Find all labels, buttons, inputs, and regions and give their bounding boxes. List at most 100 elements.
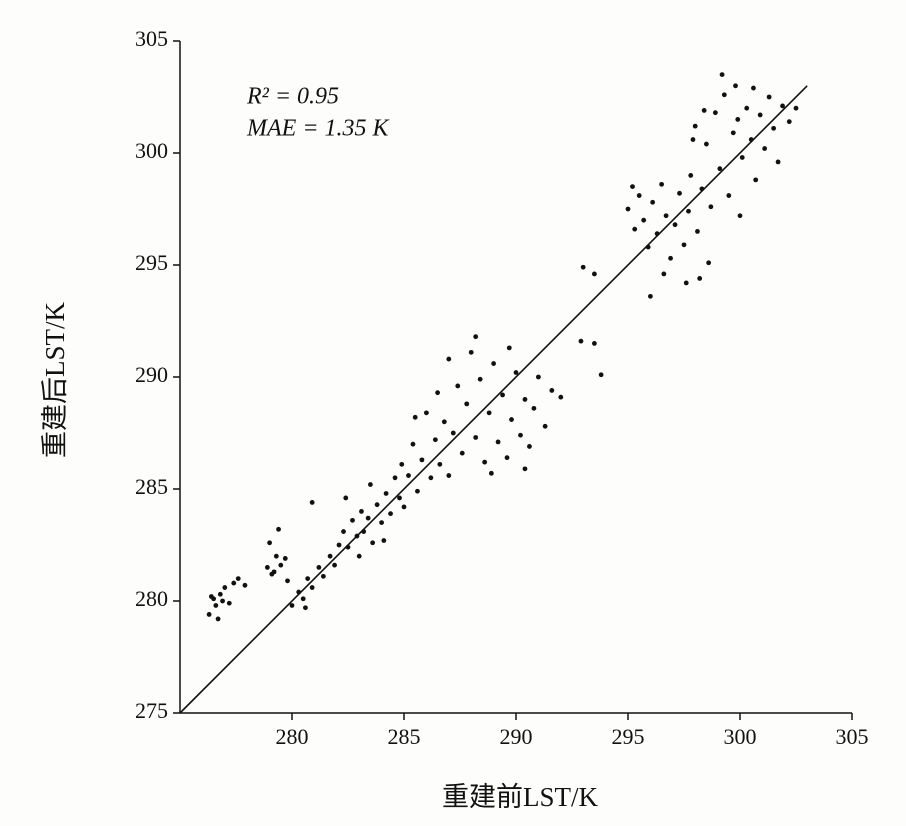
point [441,419,447,425]
point [300,596,306,602]
y-tick-label: 305 [135,26,168,51]
point [336,542,342,548]
point [699,186,705,192]
point [215,616,221,622]
point [542,423,548,429]
point [399,461,405,467]
point [388,511,393,517]
point [697,276,703,281]
point [659,181,664,187]
point [677,190,682,196]
point [267,540,272,546]
point [780,103,785,109]
point [415,488,420,494]
point [473,334,479,340]
point [361,529,367,534]
point [412,414,418,420]
point [717,166,723,172]
y-tick-label: 275 [135,698,168,723]
point [625,206,631,212]
reference-line [179,85,808,714]
point [681,242,687,248]
point [735,117,741,122]
point [486,410,492,416]
point [406,473,411,478]
point [206,612,212,617]
point [381,538,387,543]
point [695,229,700,234]
point [650,199,656,205]
point [522,466,528,472]
point [428,475,434,481]
point [580,264,586,270]
point [222,585,228,590]
point [645,244,651,250]
point [278,562,284,568]
point [578,338,584,344]
point [531,405,537,411]
point [536,374,541,380]
point [748,137,754,142]
point [446,473,452,478]
point [688,173,694,178]
point [522,397,528,402]
point [751,85,756,91]
point [726,193,732,198]
point [379,520,384,525]
point [359,509,364,514]
y-tick-label: 295 [135,250,168,275]
x-tick-label: 295 [612,724,645,749]
point [213,603,219,608]
point [383,491,389,496]
point [446,356,452,362]
y-tick-label: 300 [135,138,168,163]
point [648,293,653,299]
point [345,544,351,550]
point [285,578,290,584]
point [549,388,555,393]
point [220,598,225,604]
point [701,108,707,113]
point [401,504,407,510]
point [341,529,346,534]
point [663,213,669,219]
point [231,580,237,586]
point [793,105,799,111]
point [630,184,635,190]
point [504,455,510,461]
point [370,540,376,546]
point [305,576,311,581]
y-axis-title: 重建后LST/K [40,302,70,459]
point [354,533,360,539]
point [226,600,232,606]
point [753,177,759,183]
point [712,110,718,116]
point [365,515,371,521]
point [208,594,214,599]
y-tick-label: 280 [135,586,168,611]
x-tick-label: 300 [724,724,757,749]
x-axis-title: 重建前LST/K [442,782,599,812]
point [217,591,223,597]
point [316,565,322,570]
point [744,105,750,111]
point [654,231,660,237]
point [455,383,461,389]
point [488,470,494,476]
point [432,437,438,443]
point [719,72,725,77]
annotation: R² = 0.95 [246,84,339,110]
point [374,502,380,508]
point [518,432,523,438]
point [762,146,768,151]
point [424,410,429,416]
point [704,141,709,147]
point [435,390,440,396]
point [636,193,642,198]
point [332,562,337,568]
point [721,92,727,98]
point [309,585,315,590]
point [296,589,302,595]
point [343,495,349,501]
point [730,130,736,136]
